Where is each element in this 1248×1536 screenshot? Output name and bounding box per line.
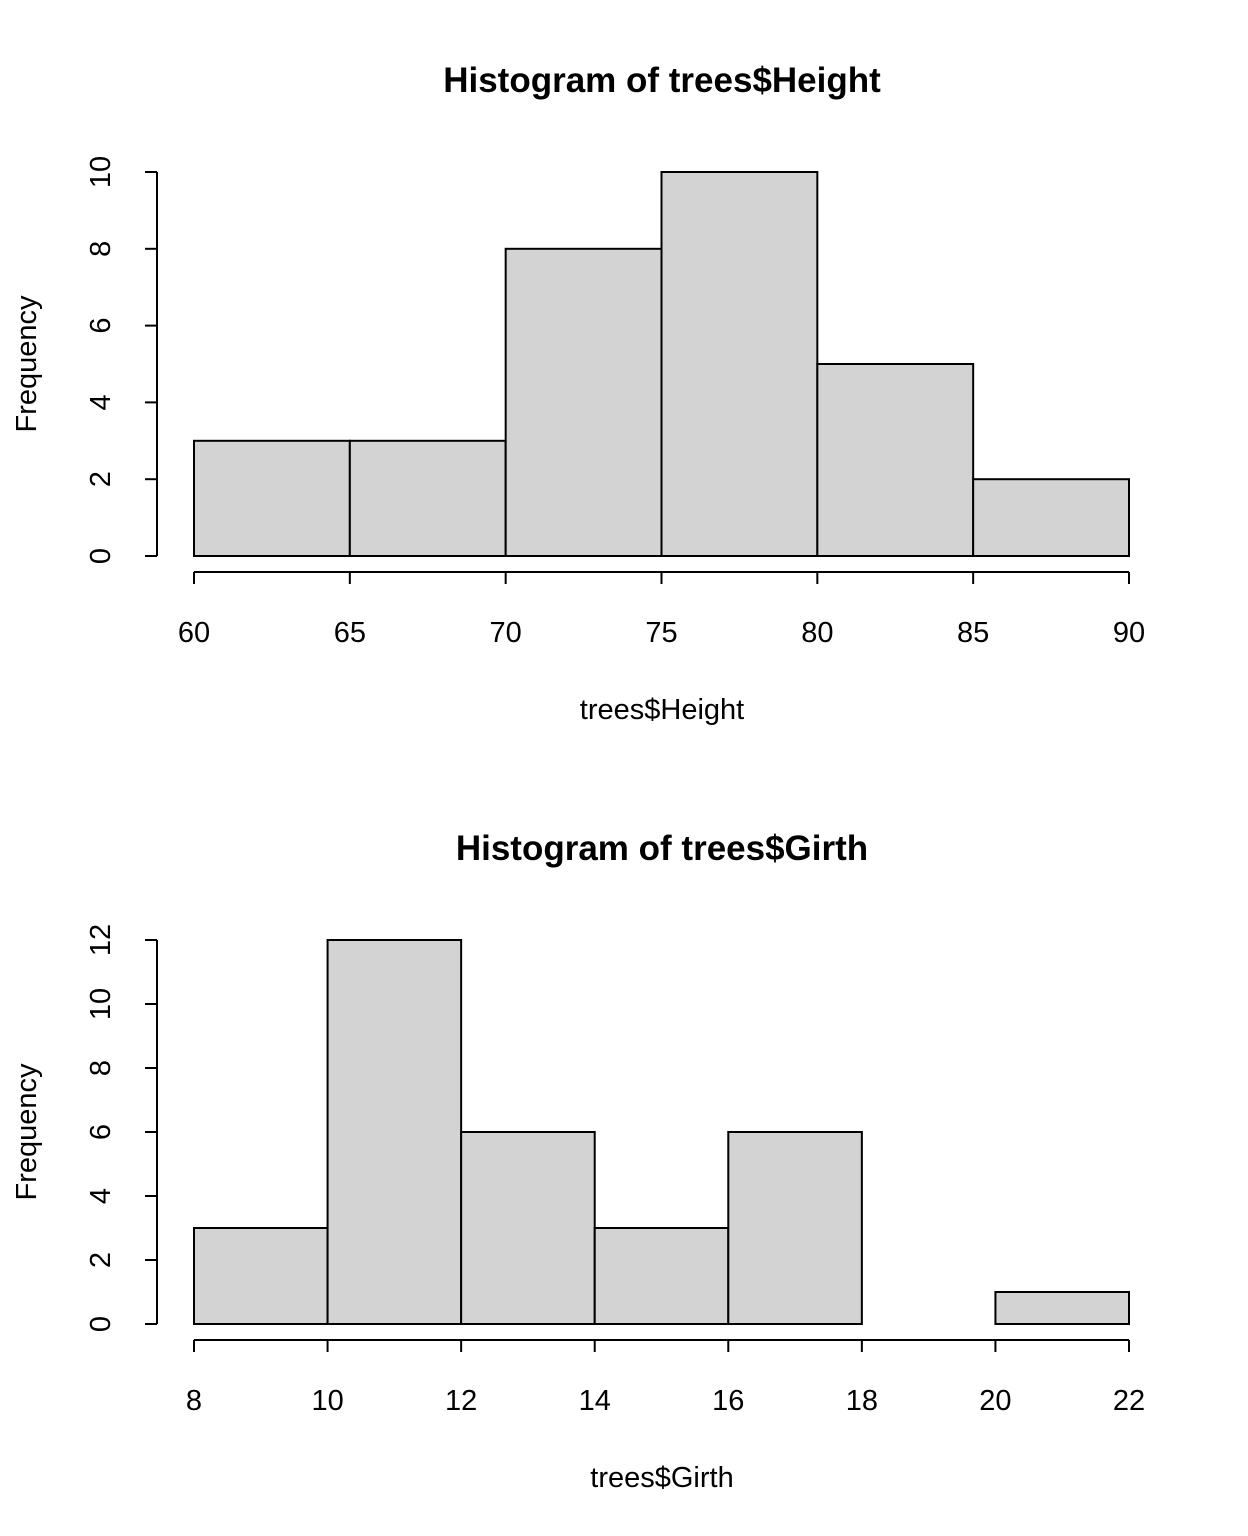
- histogram-bar: [727, 1131, 863, 1325]
- x-tick-label: 65: [334, 617, 366, 649]
- y-tick-label: 12: [85, 924, 117, 956]
- y-tick-label: 0: [85, 1316, 117, 1332]
- y-axis-label: Frequency: [11, 1063, 43, 1201]
- x-tick-label: 85: [957, 617, 989, 649]
- y-axis: 0 2 4 6 8 10 12: [85, 924, 158, 1332]
- histogram-bar: [660, 171, 819, 557]
- x-tick-label: 8: [186, 1385, 202, 1417]
- histogram-panel-girth: Histogram of trees$Girth 8 10 12 14 16 18 20 22…: [11, 829, 1145, 1494]
- histogram-bar: [348, 439, 507, 557]
- x-tick-label: 90: [1113, 617, 1145, 649]
- x-tick-label: 70: [490, 617, 522, 649]
- y-tick-label: 6: [85, 1124, 117, 1140]
- chart-title: Histogram of trees$Girth: [456, 829, 868, 868]
- histogram-bar: [994, 1291, 1131, 1325]
- y-tick-label: 2: [85, 471, 117, 487]
- x-tick-label: 80: [801, 617, 833, 649]
- y-tick-label: 4: [85, 394, 117, 410]
- x-axis-label: trees$Girth: [590, 1462, 733, 1494]
- x-tick-label: 20: [979, 1385, 1011, 1417]
- histogram-bar: [193, 1227, 329, 1325]
- histogram-bar: [972, 478, 1131, 558]
- x-axis-label: trees$Height: [580, 694, 744, 726]
- x-tick-label: 22: [1113, 1385, 1145, 1417]
- y-tick-label: 6: [85, 318, 117, 334]
- y-tick-label: 0: [85, 548, 117, 564]
- y-axis-label: Frequency: [11, 295, 43, 433]
- x-tick-label: 12: [445, 1385, 477, 1417]
- histogram-bar: [326, 939, 463, 1325]
- histogram-bar: [816, 363, 975, 557]
- bars: [193, 939, 1131, 1325]
- histogram-bar: [193, 439, 351, 557]
- y-tick-label: 8: [85, 1060, 117, 1076]
- histogram-panel-height: Histogram of trees$Height 60 65 70 75 80 85 90…: [11, 61, 1145, 726]
- x-axis: 8 10 12 14 16 18 20 22: [186, 1339, 1145, 1417]
- y-tick-label: 10: [85, 988, 117, 1020]
- x-tick-label: 10: [311, 1385, 343, 1417]
- chart-title: Histogram of trees$Height: [443, 61, 881, 100]
- x-axis: 60 65 70 75 80 85 90: [178, 571, 1145, 649]
- x-tick-label: 75: [645, 617, 677, 649]
- x-tick-label: 60: [178, 617, 210, 649]
- histogram-bar: [460, 1131, 596, 1325]
- y-tick-label: 8: [85, 241, 117, 257]
- y-tick-label: 10: [85, 156, 117, 188]
- x-tick-label: 16: [712, 1385, 744, 1417]
- y-tick-label: 4: [85, 1188, 117, 1204]
- x-tick-label: 18: [846, 1385, 878, 1417]
- x-tick-label: 14: [579, 1385, 611, 1417]
- histogram-bar: [593, 1227, 730, 1325]
- histogram-bar: [504, 247, 663, 558]
- y-axis: 0 2 4 6 8 10: [85, 156, 158, 564]
- y-tick-label: 2: [85, 1252, 117, 1268]
- bars: [193, 171, 1131, 558]
